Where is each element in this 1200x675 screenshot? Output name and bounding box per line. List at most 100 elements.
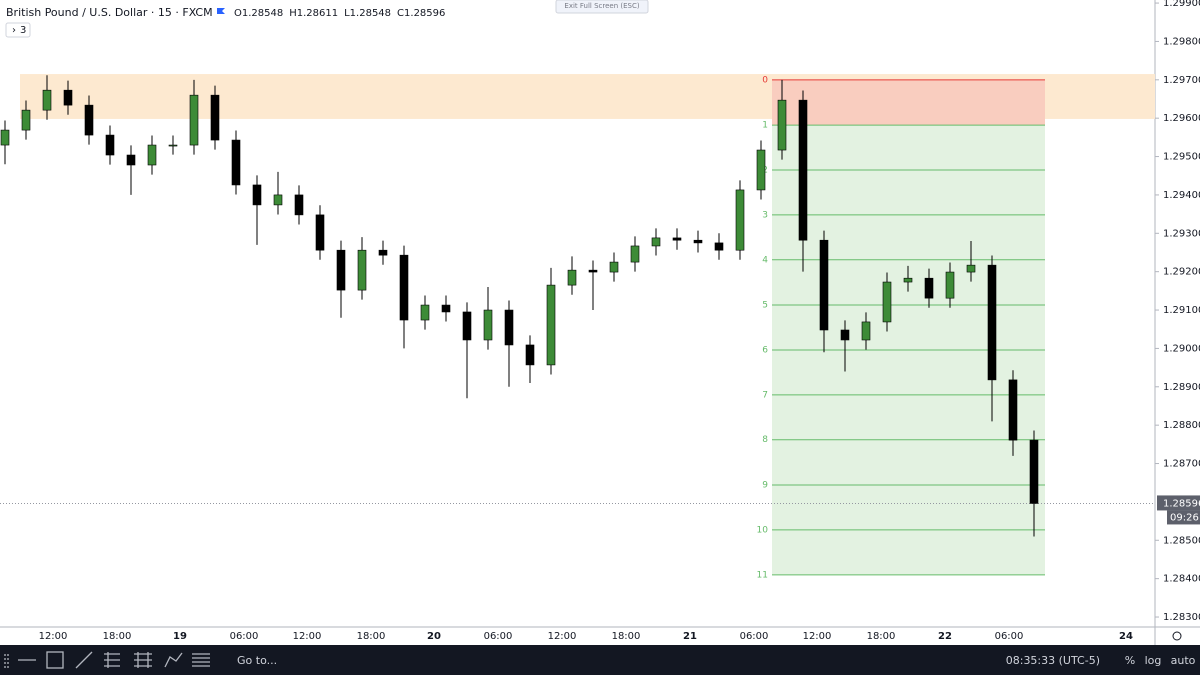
level-label: 11 <box>757 570 768 580</box>
x-tick-label: 06:00 <box>995 631 1024 642</box>
candle-body <box>882 281 892 323</box>
candle-body <box>315 214 325 251</box>
candle-body <box>168 144 178 147</box>
percent-toggle[interactable]: % <box>1125 654 1135 667</box>
y-tick-label: 1.28300 <box>1163 612 1200 623</box>
settings-icon[interactable] <box>1172 631 1182 641</box>
candle-body <box>231 139 241 186</box>
symbol-title: British Pound / U.S. Dollar · 15 · FXCM <box>6 6 213 19</box>
auto-toggle[interactable]: auto <box>1171 654 1196 667</box>
goto-button[interactable]: Go to... <box>237 654 277 667</box>
x-tick-label: 06:00 <box>484 631 513 642</box>
drawing-tools[interactable] <box>4 651 210 669</box>
candle-body <box>693 239 703 244</box>
level-label: 3 <box>762 210 768 220</box>
candle-body <box>336 249 346 291</box>
candle-body <box>273 194 283 206</box>
candle-body <box>672 237 682 241</box>
candle-body <box>651 237 661 247</box>
x-tick-label: 12:00 <box>803 631 832 642</box>
indicators-count[interactable]: 3 <box>20 25 26 36</box>
candle-body <box>189 94 199 146</box>
y-tick-label: 1.29600 <box>1163 113 1200 124</box>
candle-body <box>945 271 955 299</box>
level-label: 10 <box>757 525 769 535</box>
y-tick-label: 1.28400 <box>1163 574 1200 585</box>
candle-body <box>861 321 871 341</box>
candle-body <box>63 89 73 106</box>
candle-body <box>756 149 766 191</box>
candle-body <box>483 309 493 341</box>
x-tick-label: 18:00 <box>612 631 641 642</box>
plot: 01234567891011 <box>0 74 1155 580</box>
y-tick-label: 1.29800 <box>1163 36 1200 47</box>
candle-body <box>252 184 262 206</box>
candle-body <box>441 304 451 313</box>
clock: 08:35:33 (UTC-5) <box>1006 654 1100 667</box>
candle-body <box>21 109 31 131</box>
last-price-label: 1.28596 <box>1163 498 1200 509</box>
y-tick-label: 1.28700 <box>1163 459 1200 470</box>
level-label: 0 <box>762 75 768 85</box>
x-tick-label: 20 <box>427 631 441 642</box>
y-tick-label: 1.28900 <box>1163 382 1200 393</box>
x-tick-label: 21 <box>683 631 697 642</box>
candle-body <box>420 304 430 321</box>
level-label: 1 <box>762 121 768 131</box>
candle-body <box>1008 379 1018 441</box>
level-label: 6 <box>762 345 768 355</box>
x-tick-label: 12:00 <box>548 631 577 642</box>
candle-body <box>399 254 409 321</box>
candle-body <box>147 144 157 166</box>
y-tick-label: 1.29000 <box>1163 343 1200 354</box>
candle-body <box>1029 439 1039 504</box>
level-label: 9 <box>762 481 768 491</box>
candle-body <box>126 154 136 166</box>
candle-body <box>903 277 913 283</box>
y-tick-label: 1.29900 <box>1163 0 1200 9</box>
candle-body <box>0 129 10 146</box>
candle-body <box>504 309 514 346</box>
y-tick-label: 1.28800 <box>1163 420 1200 431</box>
candle-body <box>735 189 745 251</box>
x-tick-label: 06:00 <box>740 631 769 642</box>
stop-area <box>772 79 1045 126</box>
ohlc-value: C1.28596 <box>397 8 445 19</box>
bottom-toolbar <box>0 645 1200 675</box>
candle-body <box>210 94 220 141</box>
candle-body <box>798 99 808 241</box>
last-price-box <box>1157 495 1200 511</box>
indicators-toggle[interactable] <box>5 22 31 38</box>
x-tick-label: 06:00 <box>230 631 259 642</box>
candle-body <box>777 99 787 151</box>
chevron[interactable]: › <box>12 25 16 36</box>
level-label: 4 <box>762 255 768 265</box>
candle-body <box>588 269 598 273</box>
candle-body <box>42 89 52 111</box>
candle-body <box>819 239 829 331</box>
ohlc-value: L1.28548 <box>344 8 391 19</box>
x-tick-label: 22 <box>938 631 952 642</box>
candle-body <box>462 311 472 341</box>
candle-body <box>924 277 934 299</box>
ohlc-value: H1.28611 <box>289 8 338 19</box>
candle-body <box>714 242 724 251</box>
countdown-box <box>1167 510 1200 525</box>
x-tick-label: 18:00 <box>867 631 896 642</box>
candle-body <box>567 269 577 286</box>
countdown-label: 09:26 <box>1170 512 1199 523</box>
y-tick-label: 1.29500 <box>1163 152 1200 163</box>
candle-body <box>609 261 619 273</box>
candle-body <box>630 245 640 263</box>
log-toggle[interactable]: log <box>1145 654 1162 667</box>
x-tick-label: 12:00 <box>293 631 322 642</box>
candle-body <box>840 329 850 341</box>
level-label: 5 <box>762 301 768 311</box>
y-tick-label: 1.29400 <box>1163 190 1200 201</box>
candle-body <box>84 104 94 136</box>
y-tick-label: 1.29300 <box>1163 228 1200 239</box>
exit-fullscreen[interactable] <box>555 0 649 14</box>
y-tick-label: 1.28500 <box>1163 535 1200 546</box>
exit-fullscreen-label[interactable]: Exit Full Screen (ESC) <box>564 2 639 10</box>
